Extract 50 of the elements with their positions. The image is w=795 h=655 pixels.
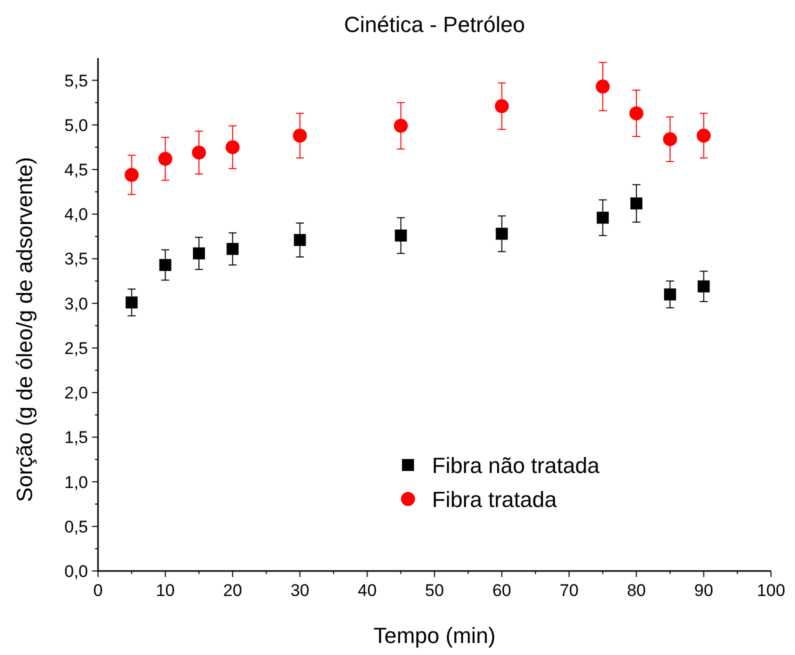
x-tick-label: 90 (694, 581, 714, 600)
point (698, 280, 710, 292)
point (596, 212, 609, 224)
point (496, 228, 508, 240)
y-tick-label: 4,0 (64, 205, 88, 224)
y-tick-label: 3,0 (64, 294, 88, 314)
point (226, 140, 240, 154)
point (494, 99, 509, 114)
point (629, 106, 644, 120)
chart-title: Cinética - Petróleo (344, 12, 525, 37)
y-tick-label: 2,5 (64, 338, 88, 358)
x-tick-label: 100 (756, 581, 786, 600)
y-tick-label: 0,0 (64, 562, 88, 581)
x-tick-label: 0 (93, 581, 103, 600)
point (292, 128, 307, 143)
point (226, 242, 239, 255)
y-tick-label: 5,5 (64, 71, 88, 90)
y-tick-label: 4,5 (64, 160, 88, 180)
point (192, 247, 205, 260)
point (394, 118, 408, 133)
y-tick-label: 3,5 (64, 250, 88, 269)
x-tick-label: 10 (156, 581, 175, 600)
y-tick-label: 2,0 (64, 384, 88, 403)
x-tick-label: 20 (223, 581, 242, 600)
point (596, 80, 610, 94)
point (158, 152, 172, 166)
point (294, 234, 306, 246)
point (124, 168, 139, 182)
x-tick-label: 40 (358, 581, 377, 600)
point (664, 288, 676, 300)
point (126, 296, 138, 308)
x-axis-title: Tempo (min) (373, 623, 496, 648)
y-tick-label: 5,0 (64, 116, 88, 135)
y-tick-label: 1,0 (64, 472, 88, 492)
x-tick-label: 60 (492, 581, 512, 600)
y-axis-title: Sorção (g de óleo/g de adsorvente) (12, 157, 37, 502)
point (192, 146, 206, 160)
x-tick-label: 70 (560, 581, 579, 600)
x-tick-label: 80 (626, 581, 646, 600)
point (696, 128, 711, 143)
point (394, 230, 407, 242)
point (630, 197, 642, 210)
point (159, 258, 172, 271)
legend-label: Fibra não tratada (432, 453, 600, 478)
y-tick-label: 0,5 (64, 517, 88, 536)
x-tick-label: 30 (290, 581, 310, 600)
y-tick-label: 1,5 (64, 428, 88, 448)
point (663, 132, 678, 146)
x-tick-label: 50 (425, 581, 444, 600)
legend-label: Fibra tratada (432, 487, 558, 512)
